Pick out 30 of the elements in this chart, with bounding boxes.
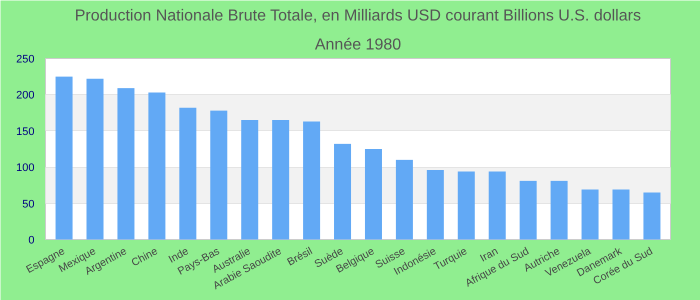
bar (241, 120, 258, 240)
bar (396, 160, 413, 240)
bar (56, 76, 73, 240)
y-tick-label: 100 (16, 162, 35, 174)
y-tick-label: 250 (16, 54, 35, 66)
bar (550, 180, 568, 240)
bar (520, 180, 537, 240)
bar (488, 171, 506, 240)
bar (179, 108, 196, 240)
bar (612, 190, 630, 240)
bar (86, 78, 104, 240)
x-tick-label: Chine (130, 245, 160, 270)
bar (148, 92, 166, 240)
bar (364, 149, 382, 240)
bar (643, 192, 660, 240)
bar (334, 144, 352, 240)
bar (117, 88, 134, 240)
y-tick-label: 0 (28, 234, 35, 246)
bar (426, 170, 444, 240)
bar (272, 120, 290, 240)
y-tick-label: 200 (16, 90, 35, 102)
bar (210, 110, 228, 240)
y-tick-label: 150 (16, 126, 35, 138)
bar (582, 190, 599, 240)
x-tick-label: Iran (478, 245, 500, 265)
chart-subtitle: Année 1980 (314, 36, 402, 54)
chart-title: Production Nationale Brute Totale, en Milliards USD courant Billions U.S. dollars (74, 8, 641, 24)
bar (303, 121, 320, 240)
bar (458, 171, 475, 240)
y-tick-label: 50 (22, 198, 35, 210)
